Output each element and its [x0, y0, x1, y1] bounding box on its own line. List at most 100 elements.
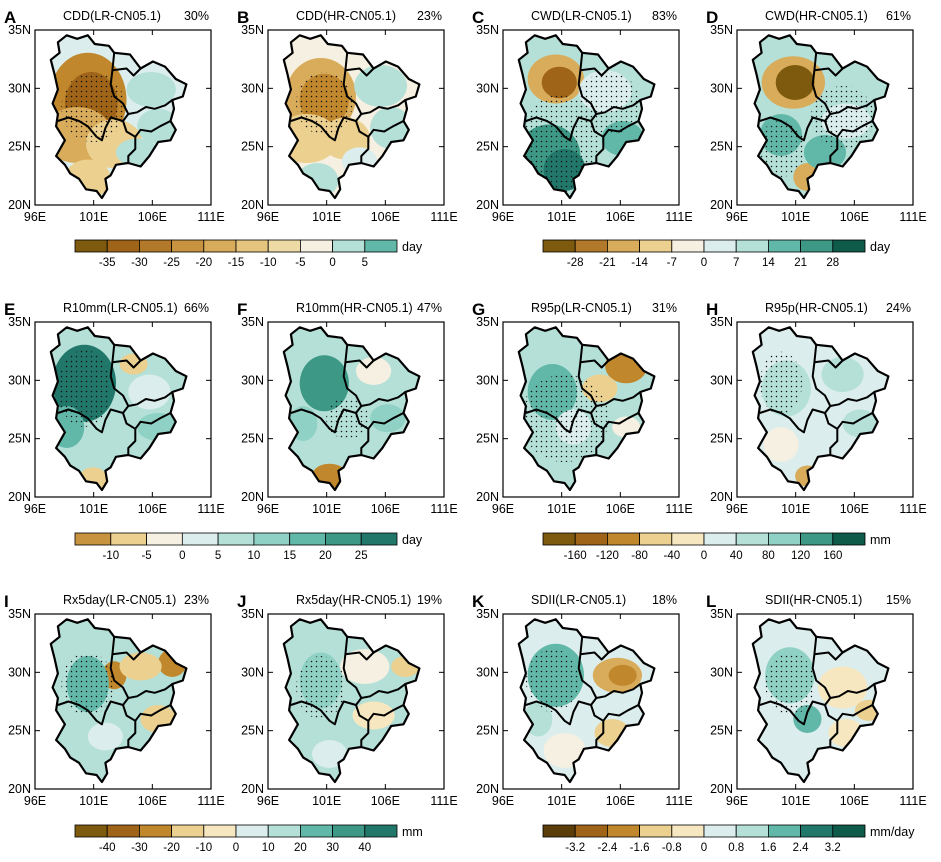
y-tick-label: 30N	[241, 81, 264, 95]
x-tick-label: 111E	[430, 210, 457, 224]
colorbar-tick-label: 0	[701, 842, 707, 854]
x-tick-label: 106E	[606, 210, 635, 224]
region-outline	[49, 326, 188, 492]
panel-percentage: 31%	[652, 301, 677, 315]
province-border	[112, 359, 142, 369]
colorbar-tick-label: -5	[295, 257, 305, 269]
colorbar-tick-label: 160	[823, 550, 842, 562]
anomaly-contour	[594, 719, 630, 747]
region-outline	[751, 326, 890, 492]
colorbar-box	[574, 532, 608, 546]
province-border	[596, 683, 641, 699]
x-tick-label: 106E	[371, 794, 400, 808]
colorbar-unit: mm	[870, 533, 891, 547]
panel-letter: L	[706, 592, 716, 611]
province-border	[361, 683, 406, 699]
y-tick-label: 35N	[241, 23, 264, 37]
colorbar-box	[74, 824, 108, 838]
province-border	[830, 683, 875, 699]
x-tick-label: 106E	[371, 210, 400, 224]
x-tick-label: 96E	[492, 794, 514, 808]
colorbar-tick-label: -40	[663, 550, 680, 562]
colorbar-tick-label: -0.8	[662, 842, 682, 854]
plot-frame	[736, 321, 914, 498]
y-tick-label: 35N	[241, 315, 264, 329]
y-tick-label: 35N	[476, 607, 499, 621]
anomaly-contour	[87, 722, 123, 751]
panel-title: CDD(HR-CN05.1)	[296, 9, 396, 23]
anomaly-contour	[341, 147, 378, 176]
panel-letter: E	[4, 300, 15, 319]
province-border	[824, 704, 873, 722]
anomaly-contour	[128, 374, 171, 410]
colorbar-box	[146, 532, 183, 546]
significance-stipple	[57, 350, 111, 427]
colorbar-box	[360, 532, 398, 546]
x-tick-label: 101E	[79, 794, 108, 808]
province-border	[355, 412, 404, 430]
colorbar-tick-label: 20	[319, 550, 332, 562]
colorbar-box	[299, 824, 333, 838]
colorbar-tick-label: -120	[596, 550, 619, 562]
colorbar-tick-label: 15	[283, 550, 296, 562]
colorbar-box	[607, 239, 641, 253]
colorbar-box	[267, 239, 301, 253]
x-tick-label: 106E	[138, 502, 167, 516]
colorbar-sdii: -3.2 -2.4 -1.6 -0.8 0 0.8 1.6 2.4 3.2 mm/day	[542, 824, 915, 854]
panel-title: CWD(LR-CN05.1)	[531, 9, 632, 23]
province-border	[112, 67, 142, 77]
colorbar-tick-label: 5	[215, 550, 221, 562]
panel-title: R10mm(HR-CN05.1)	[296, 301, 413, 315]
province-border	[830, 99, 875, 115]
y-tick-label: 30N	[241, 373, 264, 387]
anomaly-contour	[158, 649, 187, 677]
y-tick-label: 25N	[8, 724, 31, 738]
colorbar-tick-label: -10	[102, 550, 119, 562]
colorbar-tick-label: 0	[233, 842, 239, 854]
province-border	[814, 67, 844, 77]
anomaly-contour	[608, 664, 637, 686]
colorbar-unit: day	[402, 533, 423, 547]
x-tick-label: 96E	[726, 210, 748, 224]
panel-letter: I	[4, 592, 9, 611]
colorbar-box	[735, 824, 769, 838]
anomaly-contour	[299, 355, 349, 412]
plot-frame	[267, 29, 445, 206]
province-border	[345, 67, 375, 77]
x-tick-label: 101E	[312, 794, 341, 808]
x-tick-label: 111E	[665, 502, 692, 516]
panel-letter: D	[706, 8, 718, 27]
colorbar-box	[639, 824, 673, 838]
panel-title: CDD(LR-CN05.1)	[63, 9, 161, 23]
colorbar-box	[235, 824, 269, 838]
x-tick-label: 101E	[79, 210, 108, 224]
x-tick-label: 106E	[138, 794, 167, 808]
colorbar-box	[542, 239, 576, 253]
province-border	[122, 704, 171, 722]
significance-stipple	[759, 351, 803, 415]
region-outline	[517, 326, 656, 492]
y-tick-label: 20N	[241, 490, 264, 504]
colorbar-box	[181, 532, 219, 546]
colorbar-box	[800, 239, 834, 253]
colorbar-tick-label: -21	[599, 257, 616, 269]
province-border	[128, 99, 173, 115]
colorbar-box	[106, 239, 140, 253]
anomaly-contour	[821, 357, 864, 392]
province-border	[595, 720, 605, 747]
y-tick-label: 30N	[710, 665, 733, 679]
colorbar-tick-label: 7	[733, 257, 739, 269]
colorbar-box	[74, 239, 108, 253]
province-border	[814, 651, 844, 661]
anomaly-contour	[775, 65, 815, 100]
colorbar-tick-label: 120	[791, 550, 810, 562]
x-tick-label: 96E	[257, 794, 279, 808]
anomaly-contour	[763, 427, 799, 462]
colorbar-box	[332, 239, 366, 253]
y-tick-label: 20N	[241, 782, 264, 796]
significance-stipple	[520, 374, 609, 463]
colorbar-box	[735, 239, 769, 253]
panel-letter: K	[472, 592, 485, 611]
